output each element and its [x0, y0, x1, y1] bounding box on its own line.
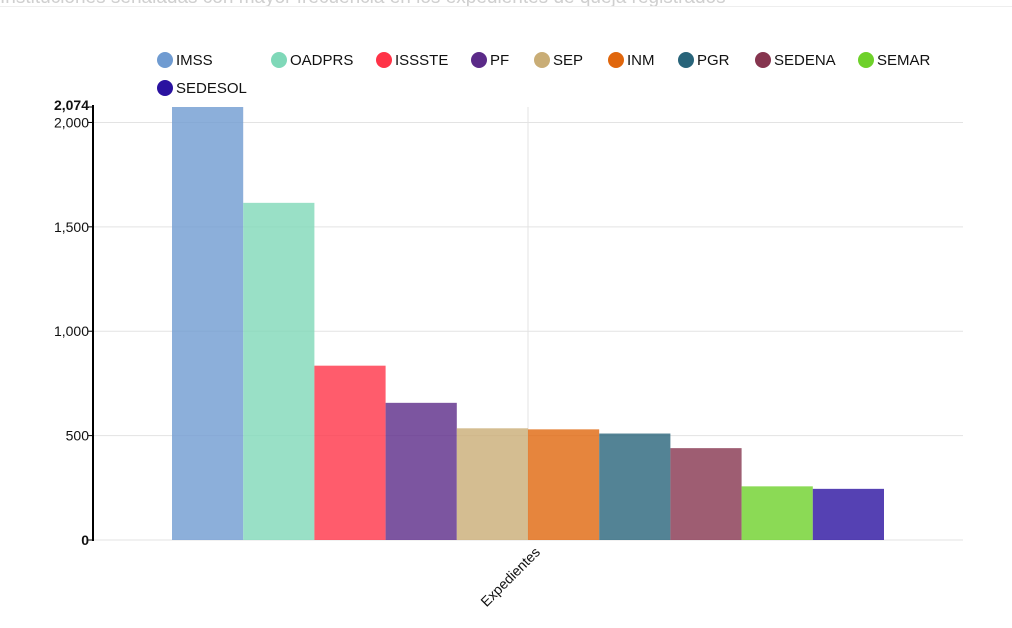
legend-label-sedena: SEDENA — [774, 52, 836, 69]
legend-label-inm: INM — [627, 52, 655, 69]
legend-label-sedesol: SEDESOL — [176, 80, 247, 97]
legend-label-imss: IMSS — [176, 52, 213, 69]
y-tick-label: 500 — [66, 428, 90, 444]
y-tick-label: 2,000 — [54, 114, 89, 130]
legend-marker-oadprs — [271, 52, 287, 68]
legend-marker-sep — [534, 52, 550, 68]
bar-sedesol — [812, 488, 884, 540]
legend-marker-pf — [471, 52, 487, 68]
title-divider — [0, 6, 1012, 7]
bar-pf — [385, 402, 457, 540]
legend-label-sep: SEP — [553, 52, 583, 69]
chart-title: Instituciones señaladas con mayor frecue… — [0, 0, 726, 9]
bar-semar — [741, 486, 813, 540]
legend-label-pf: PF — [490, 52, 509, 69]
legend-marker-imss — [157, 52, 173, 68]
y-tick-label: 1,000 — [54, 323, 89, 339]
y-tick-label: 2,074 — [54, 97, 89, 113]
bar-sedena — [670, 448, 742, 540]
legend-marker-sedena — [755, 52, 771, 68]
legend-label-pgr: PGR — [697, 52, 730, 69]
bar-oadprs — [243, 202, 315, 540]
y-tick-label: 0 — [81, 532, 89, 548]
bar-pgr — [599, 433, 671, 540]
bar-sep — [456, 428, 528, 540]
bar-issste — [314, 365, 386, 540]
legend-marker-semar — [858, 52, 874, 68]
bar-imss — [172, 107, 244, 540]
legend-label-semar: SEMAR — [877, 52, 931, 69]
legend-marker-sedesol — [157, 80, 173, 96]
bar-inm — [528, 429, 600, 540]
legend-marker-inm — [608, 52, 624, 68]
legend-label-issste: ISSSTE — [395, 52, 448, 69]
legend-marker-issste — [376, 52, 392, 68]
y-tick-label: 1,500 — [54, 219, 89, 235]
legend-marker-pgr — [678, 52, 694, 68]
legend-label-oadprs: OADPRS — [290, 52, 353, 69]
x-tick-label: Expedientes — [477, 544, 543, 610]
